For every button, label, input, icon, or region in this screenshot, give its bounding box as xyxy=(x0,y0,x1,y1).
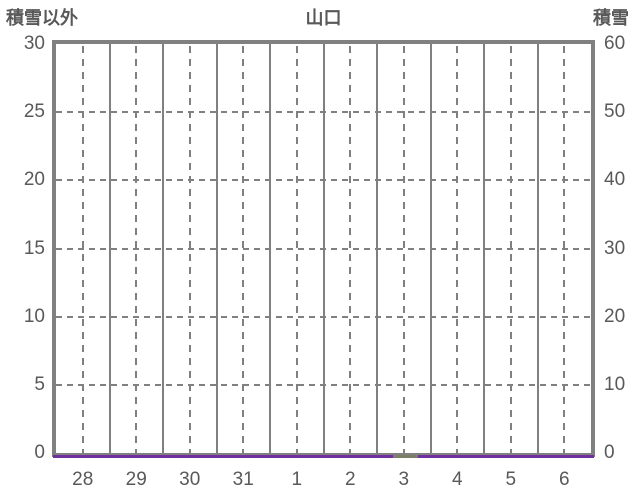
right-axis-title: 積雪 xyxy=(593,8,629,28)
x-axis-tick-label: 3 xyxy=(398,469,410,490)
x-axis-tick-label: 6 xyxy=(558,469,570,490)
x-axis-tick-label: 31 xyxy=(232,469,254,490)
gridline-vertical-dashed xyxy=(135,46,138,453)
y-axis-tick-label-left: 15 xyxy=(23,237,45,259)
y-axis-tick-label-right: 30 xyxy=(604,237,626,259)
gridline-vertical-dashed xyxy=(188,46,191,453)
series-line-non-snow-line xyxy=(53,455,393,458)
series-line-snow-line xyxy=(392,455,419,458)
y-axis-tick-label-right: 40 xyxy=(604,169,626,191)
gridline-horizontal-dashed xyxy=(56,383,591,386)
x-axis-tick-label: 28 xyxy=(72,469,94,490)
y-axis-tick-label-left: 10 xyxy=(23,305,45,327)
plot-area xyxy=(52,40,595,457)
gridline-horizontal-dashed xyxy=(56,179,591,182)
y-axis-tick-label-right: 20 xyxy=(604,305,626,327)
gridline-vertical-dashed xyxy=(349,46,352,453)
y-axis-tick-label-left: 20 xyxy=(23,169,45,191)
x-axis-tick-label: 5 xyxy=(505,469,517,490)
x-axis-tick-label: 29 xyxy=(125,469,147,490)
chart-title: 山口 xyxy=(305,8,342,28)
gridline-vertical-dashed xyxy=(456,46,459,453)
y-axis-tick-label-right: 50 xyxy=(604,101,626,123)
left-axis-title: 積雪以外 xyxy=(6,8,78,28)
x-axis-tick-label: 4 xyxy=(451,469,463,490)
gridline-horizontal-dashed xyxy=(56,315,591,318)
y-axis-tick-label-left: 30 xyxy=(23,33,45,54)
x-axis-tick-label: 1 xyxy=(291,469,303,490)
series-line-non-snow-line xyxy=(418,455,594,458)
gridline-vertical-dashed xyxy=(242,46,245,453)
y-axis-tick-label-left: 25 xyxy=(23,101,45,123)
y-axis-tick-label-right: 0 xyxy=(604,442,615,463)
gridline-vertical-dashed xyxy=(295,46,298,453)
gridline-horizontal-dashed xyxy=(56,247,591,250)
x-axis-tick-label: 2 xyxy=(344,469,356,490)
y-axis-tick-label-right: 10 xyxy=(604,373,626,395)
gridline-horizontal-dashed xyxy=(56,111,591,114)
y-axis-tick-label-left: 0 xyxy=(34,442,45,463)
gridline-vertical-dashed xyxy=(81,46,84,453)
gridline-vertical-dashed xyxy=(563,46,566,453)
x-axis-tick-label: 30 xyxy=(179,469,201,490)
gridline-vertical-dashed xyxy=(402,46,405,453)
y-axis-tick-label-right: 60 xyxy=(604,33,626,54)
y-axis-tick-label-left: 5 xyxy=(34,373,45,395)
gridline-vertical-dashed xyxy=(509,46,512,453)
